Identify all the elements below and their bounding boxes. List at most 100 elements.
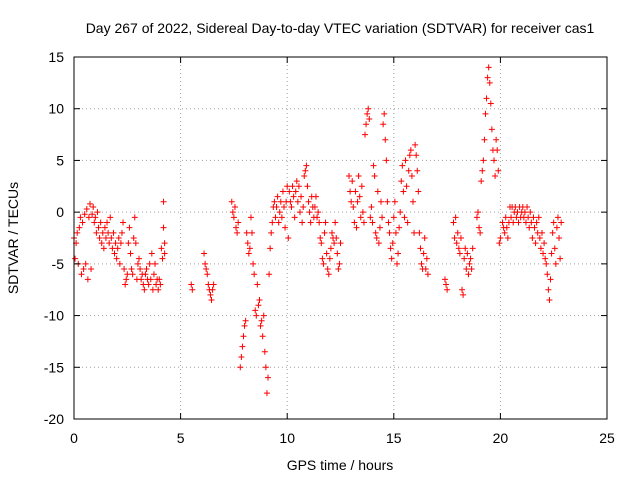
data-point [74,229,81,236]
data-point [479,167,486,174]
data-point [501,229,508,236]
data-point [544,271,551,278]
data-point [370,162,377,169]
data-point [558,219,565,226]
data-point [468,266,475,273]
data-point [443,281,450,288]
data-point [396,224,403,231]
data-point [249,229,256,236]
data-point [210,281,217,288]
data-point [240,333,247,340]
data-point [209,286,216,293]
data-point [259,333,266,340]
data-point [101,224,108,231]
data-point [106,240,113,247]
data-point [368,203,375,210]
data-point [467,255,474,262]
data-point [105,229,112,236]
data-point [473,214,480,221]
data-point [124,271,131,278]
data-point [456,250,463,257]
data-point [392,229,399,236]
data-point [357,214,364,221]
data-point [335,266,342,273]
data-point [140,281,147,288]
data-point [358,183,365,190]
data-point [504,235,511,241]
data-point [482,110,489,117]
data-point [530,214,537,221]
data-point [416,229,423,236]
data-point [334,250,341,257]
data-point [494,147,501,154]
data-point [204,271,211,278]
data-point [421,235,428,241]
data-point [134,260,141,267]
data-point [328,229,335,236]
data-point [379,214,386,221]
data-point [130,235,137,241]
data-point [478,178,485,185]
data-point [457,235,464,241]
data-point [246,245,253,252]
data-point [422,266,429,273]
data-point [80,266,87,273]
data-point [238,353,245,360]
data-point [72,255,79,262]
data-point [556,235,563,241]
data-points [71,64,565,397]
data-point [502,214,509,221]
data-point [100,245,107,252]
data-point [291,214,298,221]
chart-title: Day 267 of 2022, Sidereal Day-to-day VTE… [86,20,595,36]
data-point [402,157,409,164]
data-point [123,276,130,283]
data-point [307,219,314,226]
data-point [391,198,398,205]
data-point [515,219,522,226]
data-point [460,291,467,298]
data-point [475,209,482,216]
data-point [376,224,383,231]
data-point [325,271,332,278]
data-point [549,229,556,236]
data-point [548,250,555,257]
data-point [207,291,214,298]
data-point [90,203,97,210]
data-point [527,209,534,216]
data-point [503,224,510,231]
data-point [113,255,120,262]
data-point [306,209,313,216]
data-point [84,276,91,283]
data-point [557,255,564,262]
data-point [538,229,545,236]
data-point [389,240,396,247]
data-point [364,110,371,117]
data-point [268,229,275,236]
data-point [137,266,144,273]
data-point [245,250,252,257]
data-point [401,214,408,221]
data-point [253,312,260,319]
data-point [320,260,327,267]
data-point [267,245,274,252]
data-point [285,235,292,241]
data-point [279,188,286,195]
data-point [82,260,89,267]
data-point [122,281,129,288]
data-point [118,229,125,236]
data-point [452,214,459,221]
data-point [131,214,138,221]
data-point [372,229,379,236]
y-axis-label: SDTVAR / TECUs [5,182,21,294]
data-point [97,219,104,226]
data-point [145,281,152,288]
data-point [98,240,105,247]
y-tick-labels: -20 -15 -10 -5 0 5 10 15 [44,49,64,427]
data-point [375,240,382,247]
data-point [508,214,515,221]
data-point [417,245,424,252]
data-point [235,219,242,226]
data-point [231,203,238,210]
data-point [524,203,531,210]
